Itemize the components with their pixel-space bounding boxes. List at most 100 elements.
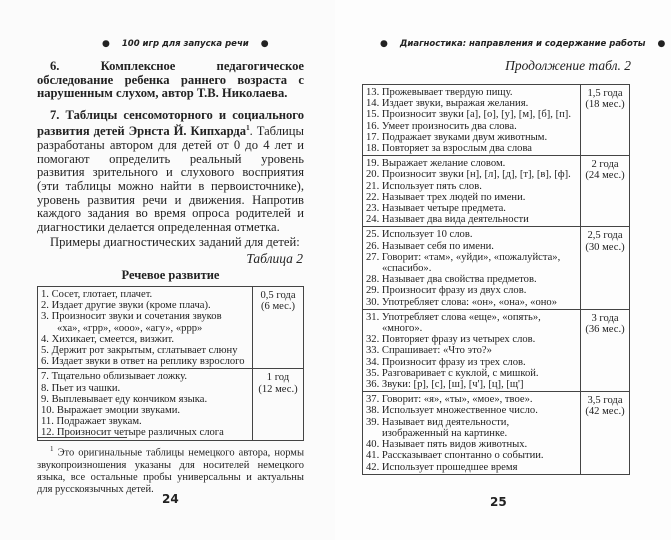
age-cell: 2,5 года (30 мес.) bbox=[580, 226, 630, 310]
age-label: 3,5 года bbox=[587, 395, 623, 407]
skill-item: 6. Издает звуки в ответ на реплику взрос… bbox=[41, 356, 245, 368]
age-label: 2 года bbox=[591, 159, 619, 171]
table-caption: Таблица 2 bbox=[246, 251, 303, 266]
bullet-icon: ● bbox=[260, 39, 269, 49]
skill-item-continuation: «спасибо». bbox=[382, 263, 432, 275]
running-header-text: Диагностика: направления и содержание ра… bbox=[399, 39, 646, 49]
age-label: 1 год bbox=[266, 372, 290, 384]
skills-cell: 25. Использует 10 слов. 26. Называет себя… bbox=[362, 226, 581, 310]
months-label: (12 мес.) bbox=[258, 383, 298, 395]
skill-item: 27. Говорит: «там», «уйди», «пожалуйста»… bbox=[366, 251, 561, 263]
speech-development-table: 1. Сосет, глотает, плачет. 2. Издает друг… bbox=[37, 285, 304, 441]
skill-item: 40. Называет пять видов животных. bbox=[366, 439, 528, 451]
skill-item-continuation: изображенный на картинке. bbox=[382, 427, 508, 439]
table-row: 31. Употребляет слова «еще», «опять», «мн… bbox=[362, 308, 630, 393]
skill-item: 23. Называет четыре предмета. bbox=[366, 203, 506, 215]
skill-item: 15. Произносит звуки [а], [о], [у], [м],… bbox=[366, 109, 571, 121]
skill-item: 34. Произносит фразу из трех слов. bbox=[366, 356, 526, 368]
skill-item: 30. Употребляет слова: «он», «она», «оно… bbox=[366, 296, 558, 308]
skill-item: 2. Издает другие звуки (кроме плача). bbox=[41, 300, 211, 312]
skill-item: 41. Рассказывает спонтанно о событии. bbox=[366, 450, 544, 462]
skill-item: 19. Выражает желание словом. bbox=[366, 158, 506, 170]
skill-item: 5. Держит рот закрытым, сглатывает слюну bbox=[41, 345, 238, 357]
right-page: ● Диагностика: направления и содержание р… bbox=[335, 0, 671, 540]
skill-item: 16. Умеет произносить два слова. bbox=[366, 120, 517, 132]
skill-item: 37. Говорит: «я», «ты», «мое», твое». bbox=[366, 394, 533, 406]
skill-item: 36. Звуки: [р], [с], [ш], [ч'], [ц], [щ'… bbox=[366, 379, 524, 391]
skills-cell: 7. Тщательно облизывает ложку. 8. Пьет из… bbox=[37, 368, 253, 441]
footnote-mark: 1 bbox=[50, 445, 54, 453]
age-cell: 3,5 года (42 мес.) bbox=[580, 391, 630, 475]
skills-cell: 31. Употребляет слова «еще», «опять», «мн… bbox=[362, 308, 581, 393]
body-text: 6. Комплексное педагогическое обследован… bbox=[37, 59, 304, 250]
skill-item: 26. Называет себя по имени. bbox=[366, 240, 494, 252]
age-cell: 0,5 года (6 мес.) bbox=[252, 285, 304, 370]
skill-item: 33. Спрашивает: «Что это?» bbox=[366, 345, 492, 357]
skills-cell: 19. Выражает желание словом. 20. Произнос… bbox=[362, 155, 581, 228]
paragraph-7-title: 7. Таблицы сенсомоторного и социального … bbox=[37, 107, 304, 139]
skill-item: 4. Хихикает, смеется, визжит. bbox=[41, 333, 174, 345]
months-label: (36 мес.) bbox=[585, 324, 625, 336]
skill-item: 25. Использует 10 слов. bbox=[366, 229, 473, 241]
months-label: (24 мес.) bbox=[585, 170, 625, 182]
skill-item: 21. Использует пять слов. bbox=[366, 180, 482, 192]
age-cell: 1 год (12 мес.) bbox=[252, 368, 304, 441]
skill-item: 13. Прожевывает твердую пищу. bbox=[366, 87, 513, 98]
bullet-icon: ● bbox=[380, 39, 388, 49]
table-title: Речевое развитие bbox=[121, 268, 220, 282]
footnote-text: Это оригинальные таблицы немецкого автор… bbox=[37, 447, 304, 496]
table-row: 25. Использует 10 слов. 26. Называет себя… bbox=[362, 226, 630, 310]
skill-item: 20. Произносит звуки [н], [л], [д], [т],… bbox=[366, 169, 571, 181]
table-row: 37. Говорит: «я», «ты», «мое», твое». 38.… bbox=[362, 391, 630, 475]
paragraph-7-text: . Таблицы разработаны автором для детей … bbox=[37, 124, 304, 234]
bullet-icon: ● bbox=[657, 39, 666, 49]
age-cell: 1,5 года (18 мес.) bbox=[580, 83, 630, 157]
age-cell: 3 года (36 мес.) bbox=[580, 308, 630, 393]
skill-item: 9. Выплевывает еду кончиком языка. bbox=[41, 393, 208, 405]
skill-item: 35. Разговаривает с куклой, с мишкой. bbox=[366, 367, 539, 379]
age-label: 3 года bbox=[591, 312, 619, 324]
age-label: 2,5 года bbox=[587, 230, 623, 242]
skill-item: 11. Подражает звукам. bbox=[41, 416, 142, 428]
months-label: (42 мес.) bbox=[585, 406, 625, 418]
skill-item: 10. Выражает эмоции звуками. bbox=[41, 405, 181, 417]
skill-item: 32. Повторяет фразу из четырех слов. bbox=[366, 334, 536, 346]
skill-item: 17. Подражает звуками двум животным. bbox=[366, 131, 548, 143]
skill-item: 42. Использует прошедшее время bbox=[366, 461, 518, 473]
examples-paragraph: Примеры диагностических заданий для дете… bbox=[50, 235, 300, 250]
table-row: 7. Тщательно облизывает ложку. 8. Пьет из… bbox=[37, 368, 304, 441]
footnote-divider bbox=[37, 437, 127, 438]
skill-item-continuation: «ха», «грр», «ооо», «агу», «ррр» bbox=[57, 322, 203, 334]
table-row: 1. Сосет, глотает, плачет. 2. Издает друг… bbox=[37, 285, 304, 370]
months-label: (30 мес.) bbox=[585, 241, 625, 253]
skill-item: 14. Издает звуки, выражая желания. bbox=[366, 98, 529, 110]
paragraph-7: 7. Таблицы сенсомоторного и социального … bbox=[37, 107, 304, 235]
skill-item: 8. Пьет из чашки. bbox=[41, 382, 121, 394]
skill-item: 24. Называет два вида деятельности bbox=[366, 214, 529, 226]
table-row: 19. Выражает желание словом. 20. Произнос… bbox=[362, 155, 630, 228]
skill-item: 28. Называет два свойства предметов. bbox=[366, 274, 537, 286]
running-header-right: ● Диагностика: направления и содержание р… bbox=[368, 39, 671, 49]
skill-item: 1. Сосет, глотает, плачет. bbox=[41, 289, 153, 300]
months-label: (6 мес.) bbox=[260, 301, 296, 313]
skills-cell: 13. Прожевывает твердую пищу. 14. Издает … bbox=[362, 83, 581, 157]
footnote: 1 Это оригинальные таблицы немецкого авт… bbox=[37, 443, 304, 496]
skill-item: 39. Называет вид деятельности, bbox=[366, 416, 510, 428]
skill-item: 3. Произносит звуки и сочетания звуков bbox=[41, 311, 222, 323]
age-label: 1,5 года bbox=[587, 88, 623, 99]
page-number: 25 bbox=[490, 495, 507, 509]
skill-item: 38. Использует множественное число. bbox=[366, 405, 538, 417]
skill-item: 18. Повторяет за взрослым два слова bbox=[366, 143, 533, 155]
running-header-left: ● 100 игр для запуска речи ● bbox=[90, 39, 281, 49]
running-header-text: 100 игр для запуска речи bbox=[121, 39, 249, 49]
table-row: 13. Прожевывает твердую пищу. 14. Издает … bbox=[362, 83, 630, 157]
skill-item: 22. Называет трех людей по имени. bbox=[366, 191, 526, 203]
page-number: 24 bbox=[162, 492, 179, 506]
skills-cell: 1. Сосет, глотает, плачет. 2. Издает друг… bbox=[37, 285, 253, 370]
skill-item-continuation: «много». bbox=[382, 323, 423, 335]
age-label: 0,5 года bbox=[260, 290, 296, 301]
footnote-ref: 1 bbox=[246, 124, 250, 133]
skill-item: 29. Произносит фразу из двух слов. bbox=[366, 285, 527, 297]
table-caption: Продолжение табл. 2 bbox=[505, 58, 631, 73]
skills-cell: 37. Говорит: «я», «ты», «мое», твое». 38.… bbox=[362, 391, 581, 475]
